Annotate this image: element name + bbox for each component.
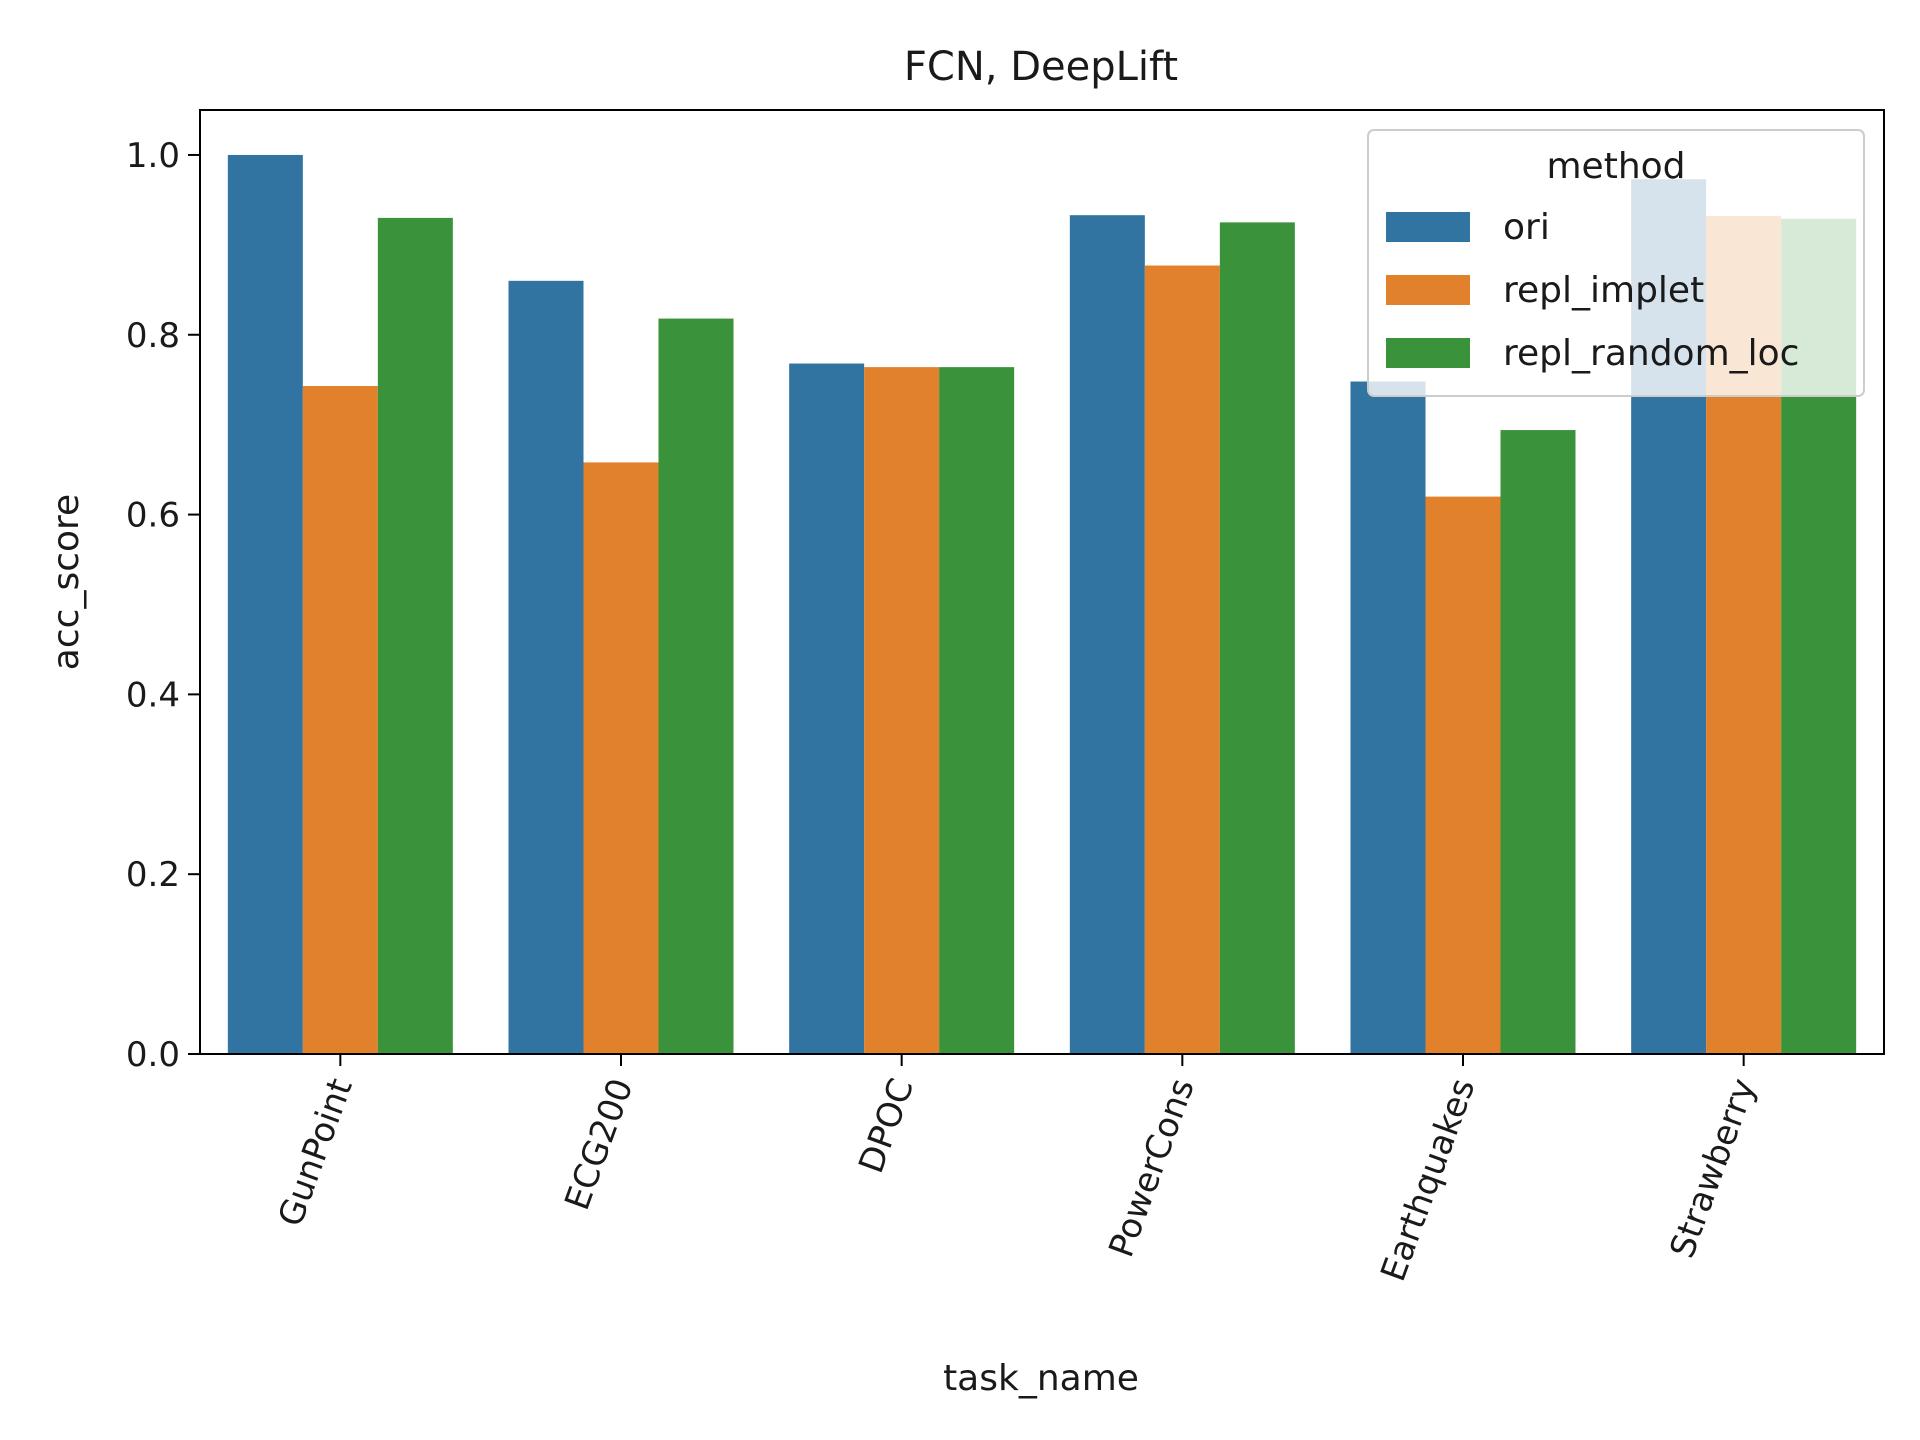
bar-repl_random_loc-GunPoint bbox=[377, 217, 453, 1054]
legend-label-ori: ori bbox=[1503, 207, 1550, 248]
bar-ori-PowerCons bbox=[1069, 215, 1145, 1054]
bar-repl_implet-Earthquakes bbox=[1425, 496, 1501, 1055]
bar-ori-GunPoint bbox=[227, 154, 303, 1054]
x-tick-label: PowerCons bbox=[1101, 1073, 1202, 1262]
bar-repl_implet-DPOC bbox=[864, 367, 940, 1054]
x-tick-label: DPOC bbox=[851, 1073, 922, 1178]
y-axis-label: acc_score bbox=[46, 494, 87, 670]
y-tick-label: 1.0 bbox=[126, 136, 180, 176]
bar-repl_random_loc-PowerCons bbox=[1219, 222, 1295, 1054]
legend: method ori repl_implet repl_random_loc bbox=[1367, 129, 1865, 397]
bar-ori-Earthquakes bbox=[1350, 381, 1426, 1054]
x-tick-label: Strawberry bbox=[1662, 1073, 1764, 1263]
legend-swatch-repl_implet bbox=[1386, 275, 1470, 305]
x-axis-label: task_name bbox=[943, 1358, 1139, 1399]
chart-title: FCN, DeepLift bbox=[904, 44, 1178, 90]
bar-repl_implet-PowerCons bbox=[1144, 265, 1220, 1054]
y-tick-label: 0.6 bbox=[126, 496, 180, 536]
x-tick-label: GunPoint bbox=[271, 1073, 361, 1231]
bar-repl_random_loc-Earthquakes bbox=[1500, 430, 1576, 1055]
y-tick-label: 0.2 bbox=[126, 855, 180, 895]
y-tick-label: 0.4 bbox=[126, 675, 180, 715]
legend-swatch-repl_random_loc bbox=[1386, 338, 1470, 368]
bar-repl_implet-GunPoint bbox=[302, 386, 378, 1054]
legend-label-repl_random_loc: repl_random_loc bbox=[1503, 333, 1799, 374]
bar-ori-DPOC bbox=[789, 363, 865, 1054]
bar-repl_random_loc-ECG200 bbox=[658, 318, 734, 1054]
y-tick-label: 0.0 bbox=[126, 1035, 180, 1075]
y-axis: 0.0 0.2 0.4 0.6 0.8 1.0 bbox=[126, 136, 200, 1075]
x-tick-label: ECG200 bbox=[557, 1073, 641, 1215]
bars-group bbox=[227, 154, 1857, 1055]
bar-repl_random_loc-DPOC bbox=[939, 367, 1015, 1054]
plot-frame bbox=[199, 109, 1885, 1055]
x-axis: GunPoint ECG200 DPOC PowerCons Earthquakes St… bbox=[271, 1054, 1764, 1287]
legend-box bbox=[1367, 129, 1865, 397]
legend-title: method bbox=[1546, 146, 1685, 187]
bar-repl_implet-ECG200 bbox=[583, 462, 659, 1055]
legend-swatch-ori bbox=[1386, 212, 1470, 242]
x-tick-label: Earthquakes bbox=[1373, 1073, 1483, 1286]
bar-ori-ECG200 bbox=[508, 280, 584, 1054]
legend-label-repl_implet: repl_implet bbox=[1503, 270, 1704, 311]
y-tick-label: 0.8 bbox=[126, 316, 180, 356]
